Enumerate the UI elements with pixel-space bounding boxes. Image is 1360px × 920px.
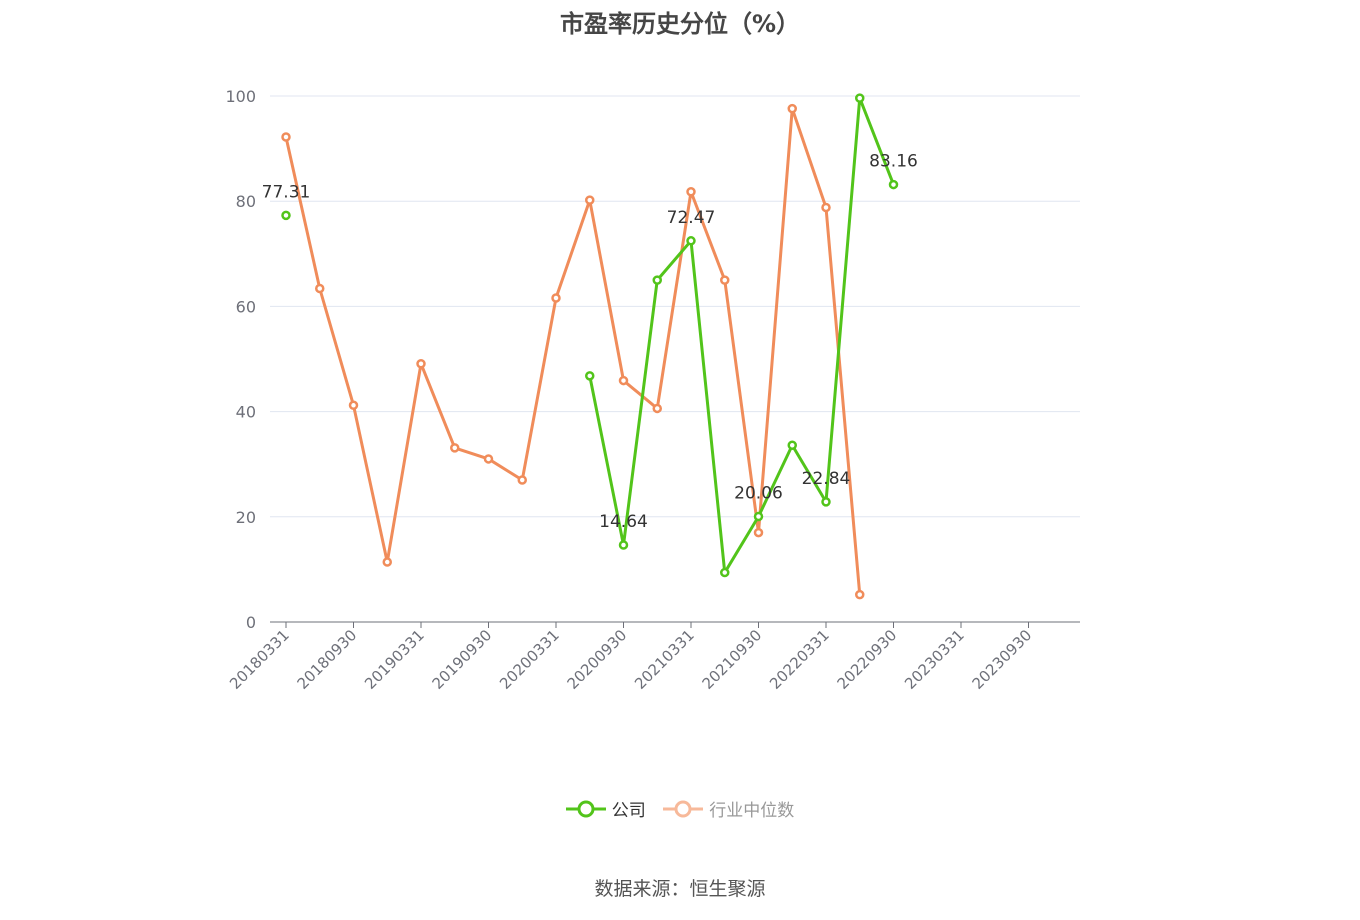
data-label: 83.16: [869, 152, 918, 172]
series-company: [281, 93, 899, 578]
data-point: [551, 293, 561, 303]
data-point: [483, 454, 494, 464]
x-tick-label: 20210930: [699, 626, 766, 693]
legend-company-label: 公司: [611, 801, 646, 821]
x-tick-label: 20220930: [834, 626, 901, 693]
data-point: [585, 371, 595, 381]
data-point: [652, 275, 662, 285]
data-point: [585, 195, 595, 205]
legend-industry-icon: [663, 800, 704, 817]
x-tick-label: 20200331: [496, 626, 563, 693]
series-lines: [281, 93, 899, 600]
y-tick-label: 0: [246, 613, 256, 632]
data-point: [618, 540, 629, 550]
x-tick-label: 20210331: [631, 626, 698, 693]
data-label: 72.47: [667, 208, 716, 228]
chart-title: 市盈率历史分位（%）: [559, 10, 801, 38]
data-point: [450, 443, 460, 453]
x-tick-label: 20230930: [969, 626, 1036, 693]
data-point: [686, 186, 696, 197]
y-tick-label: 100: [225, 87, 256, 106]
y-tick-label: 40: [236, 403, 256, 422]
x-tick-label: 20190331: [361, 626, 428, 693]
data-point: [652, 403, 662, 414]
data-point: [787, 103, 797, 114]
data-point: [686, 236, 696, 246]
data-point: [315, 283, 325, 294]
legend-item-industry[interactable]: 行业中位数: [663, 796, 794, 821]
data-label: 14.64: [599, 512, 648, 532]
x-tick-label: 20180930: [294, 626, 361, 693]
x-tick-label: 20220331: [766, 626, 833, 693]
x-tick-label: 20190930: [429, 626, 496, 693]
line-chart: 0 20 40 60 80 100 20180331 20180930 20190331 2019…: [225, 87, 1080, 693]
series-industry: [281, 103, 865, 600]
y-tick-label: 80: [236, 192, 256, 211]
data-label: 22.84: [802, 469, 851, 489]
series-line: [588, 96, 895, 575]
data-point: [787, 440, 797, 451]
x-tick-label: 20230331: [901, 626, 968, 693]
data-point: [281, 132, 291, 142]
data-point: [855, 93, 865, 103]
y-tick-label: 20: [236, 508, 256, 527]
data-point: [281, 210, 291, 221]
data-point: [821, 497, 831, 507]
data-point: [753, 511, 764, 522]
data-point: [517, 475, 527, 485]
data-point: [720, 567, 730, 578]
data-point: [821, 202, 831, 213]
axes: 0 20 40 60 80 100 20180331 20180930 20190331 2019…: [225, 87, 1080, 693]
data-label: 20.06: [734, 483, 783, 503]
legend-industry-label: 行业中位数: [709, 801, 795, 821]
data-point: [888, 179, 899, 190]
data-point: [753, 527, 764, 538]
data-source: 数据来源：恒生聚源: [594, 878, 766, 900]
data-point: [618, 375, 629, 386]
legend-item-company[interactable]: 公司: [565, 796, 646, 821]
legend: 公司 行业中位数: [0, 796, 1360, 824]
x-tick-label: 20180331: [226, 626, 293, 693]
data-point: [382, 557, 392, 567]
y-tick-label: 60: [236, 297, 256, 316]
data-point: [348, 400, 359, 411]
series-line: [284, 107, 862, 595]
data-label: 77.31: [262, 182, 311, 202]
data-point: [416, 358, 426, 369]
legend-company-icon: [565, 800, 606, 817]
x-tick-label: 20200930: [564, 626, 631, 693]
data-point: [855, 589, 865, 600]
data-point: [720, 275, 730, 285]
grid-lines: [270, 95, 1080, 518]
data-labels: 77.31 14.64 72.47 20.06 22.84 83.16: [262, 152, 918, 532]
